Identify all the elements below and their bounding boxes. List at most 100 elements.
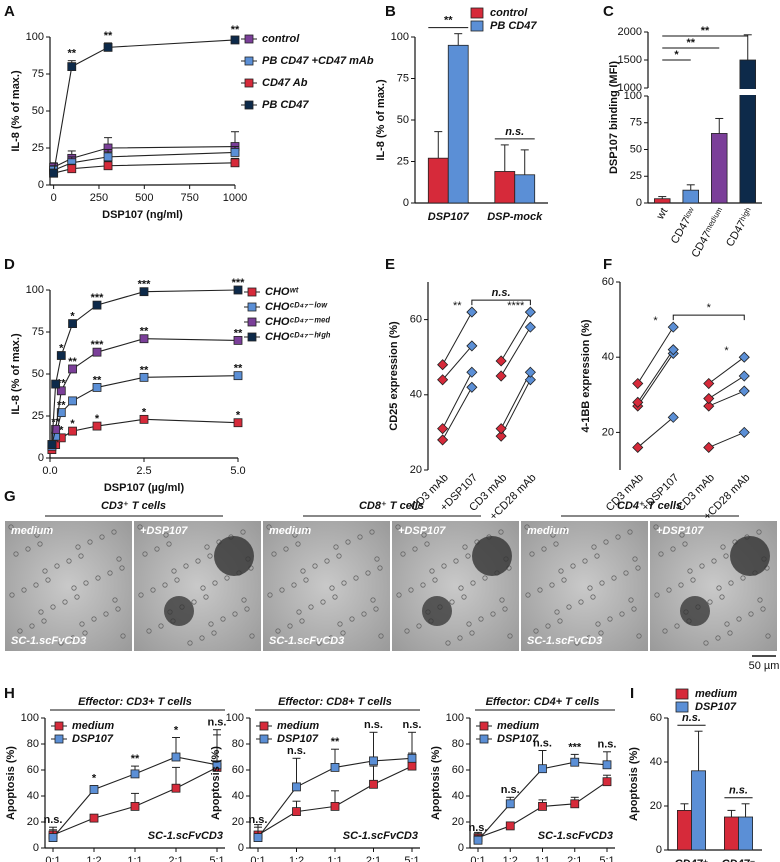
bar	[724, 816, 739, 851]
cell	[756, 529, 762, 535]
data-point	[330, 763, 340, 772]
y-tick-label: 100	[391, 31, 409, 43]
cell	[557, 618, 563, 624]
cell	[46, 527, 52, 533]
x-tick-label: CD47ˡᵒʷ	[669, 205, 699, 246]
y-tick-label: 40	[452, 790, 464, 802]
cell	[195, 558, 201, 564]
cell	[549, 582, 555, 588]
y-tick-label: 0	[38, 452, 44, 464]
legend-swatch	[54, 721, 64, 731]
cell	[420, 582, 426, 588]
cell	[424, 541, 430, 547]
legend-label: CHOᶜᴰ⁴⁷⁻ᵐᵉᵈ	[265, 316, 330, 328]
legend-swatch	[247, 287, 257, 297]
cell	[558, 568, 564, 574]
cell	[466, 621, 472, 627]
legend-swatch	[244, 78, 254, 88]
y-tick-label: 75	[630, 117, 642, 129]
x-tick-label: 0:1	[250, 855, 265, 862]
y-tick-label: 75	[32, 68, 44, 80]
cell	[615, 534, 621, 540]
bar	[711, 133, 728, 204]
panel-label: G	[4, 488, 16, 505]
data-point	[56, 408, 66, 418]
cell	[87, 539, 93, 545]
legend-swatch	[244, 56, 254, 66]
data-point	[738, 370, 750, 382]
cell	[723, 553, 729, 559]
significance-label: ***	[232, 277, 246, 289]
cell	[41, 618, 47, 624]
data-point	[437, 423, 449, 435]
cell	[142, 551, 148, 557]
image-group-header: CD3⁺ T cells	[101, 500, 166, 512]
data-point	[466, 381, 478, 393]
legend-label: DSP107	[277, 733, 319, 745]
cell	[79, 621, 85, 627]
significance-label: n.s.	[682, 712, 701, 724]
significance-label: ***	[91, 292, 105, 304]
cell	[163, 532, 169, 538]
y-tick-label: 20	[452, 816, 464, 828]
data-point	[495, 423, 507, 435]
cell	[674, 623, 680, 629]
x-tick-label: 0:1	[470, 855, 485, 862]
cell	[727, 630, 733, 636]
cell-cluster	[730, 536, 770, 576]
cell	[598, 630, 604, 636]
cell	[658, 551, 664, 557]
y-axis-title: Apoptosis (%)	[628, 747, 640, 821]
cell	[349, 616, 355, 622]
y-tick-label: 40	[410, 389, 422, 401]
cell	[396, 592, 402, 598]
cell	[562, 527, 568, 533]
y-tick-label: 20	[650, 800, 662, 812]
data-point	[56, 351, 66, 360]
y-tick-label: 60	[27, 764, 39, 776]
axis-break-gap	[642, 89, 762, 95]
cell	[760, 606, 766, 612]
data-point	[103, 152, 113, 162]
cell	[58, 640, 64, 646]
y-tick-label: 0	[38, 179, 44, 191]
cell	[550, 532, 556, 538]
cell	[316, 640, 322, 646]
significance-label: *	[236, 410, 241, 422]
cell-cluster	[214, 536, 254, 576]
legend-label: control	[490, 7, 528, 19]
data-point	[632, 441, 644, 454]
pair-connector	[500, 379, 531, 437]
x-tick-label: 0	[51, 192, 57, 204]
significance-label: **	[331, 736, 340, 748]
data-point	[570, 757, 580, 767]
panel-label: B	[385, 3, 396, 20]
significance-label: n.s.	[598, 739, 617, 751]
significance-label: **	[231, 24, 240, 36]
cell	[271, 551, 277, 557]
chart-title: Effector: CD3+ T cells	[78, 696, 192, 708]
data-point	[233, 418, 243, 428]
legend-label: CD47 Ab	[262, 77, 308, 89]
significance-label: *	[95, 413, 100, 425]
significance-label: **	[68, 356, 77, 368]
x-tick-label: 2:1	[168, 855, 183, 862]
cell	[204, 544, 210, 550]
cell	[103, 611, 109, 617]
cell	[654, 592, 660, 598]
cell	[374, 556, 380, 562]
cell	[687, 568, 693, 574]
x-tick-label: DSP-mock	[487, 211, 543, 223]
legend-swatch	[244, 34, 254, 44]
cell	[37, 541, 43, 547]
y-tick-label: 0	[656, 844, 662, 856]
y-axis-title: IL-8 (% of max.)	[10, 70, 22, 152]
significance-label: *	[70, 311, 75, 323]
data-point	[48, 833, 58, 842]
significance-label: **	[234, 363, 243, 375]
data-point	[51, 425, 61, 434]
cell	[115, 606, 121, 612]
significance-label: **	[51, 416, 60, 428]
data-point	[49, 168, 59, 178]
cell	[146, 628, 152, 634]
